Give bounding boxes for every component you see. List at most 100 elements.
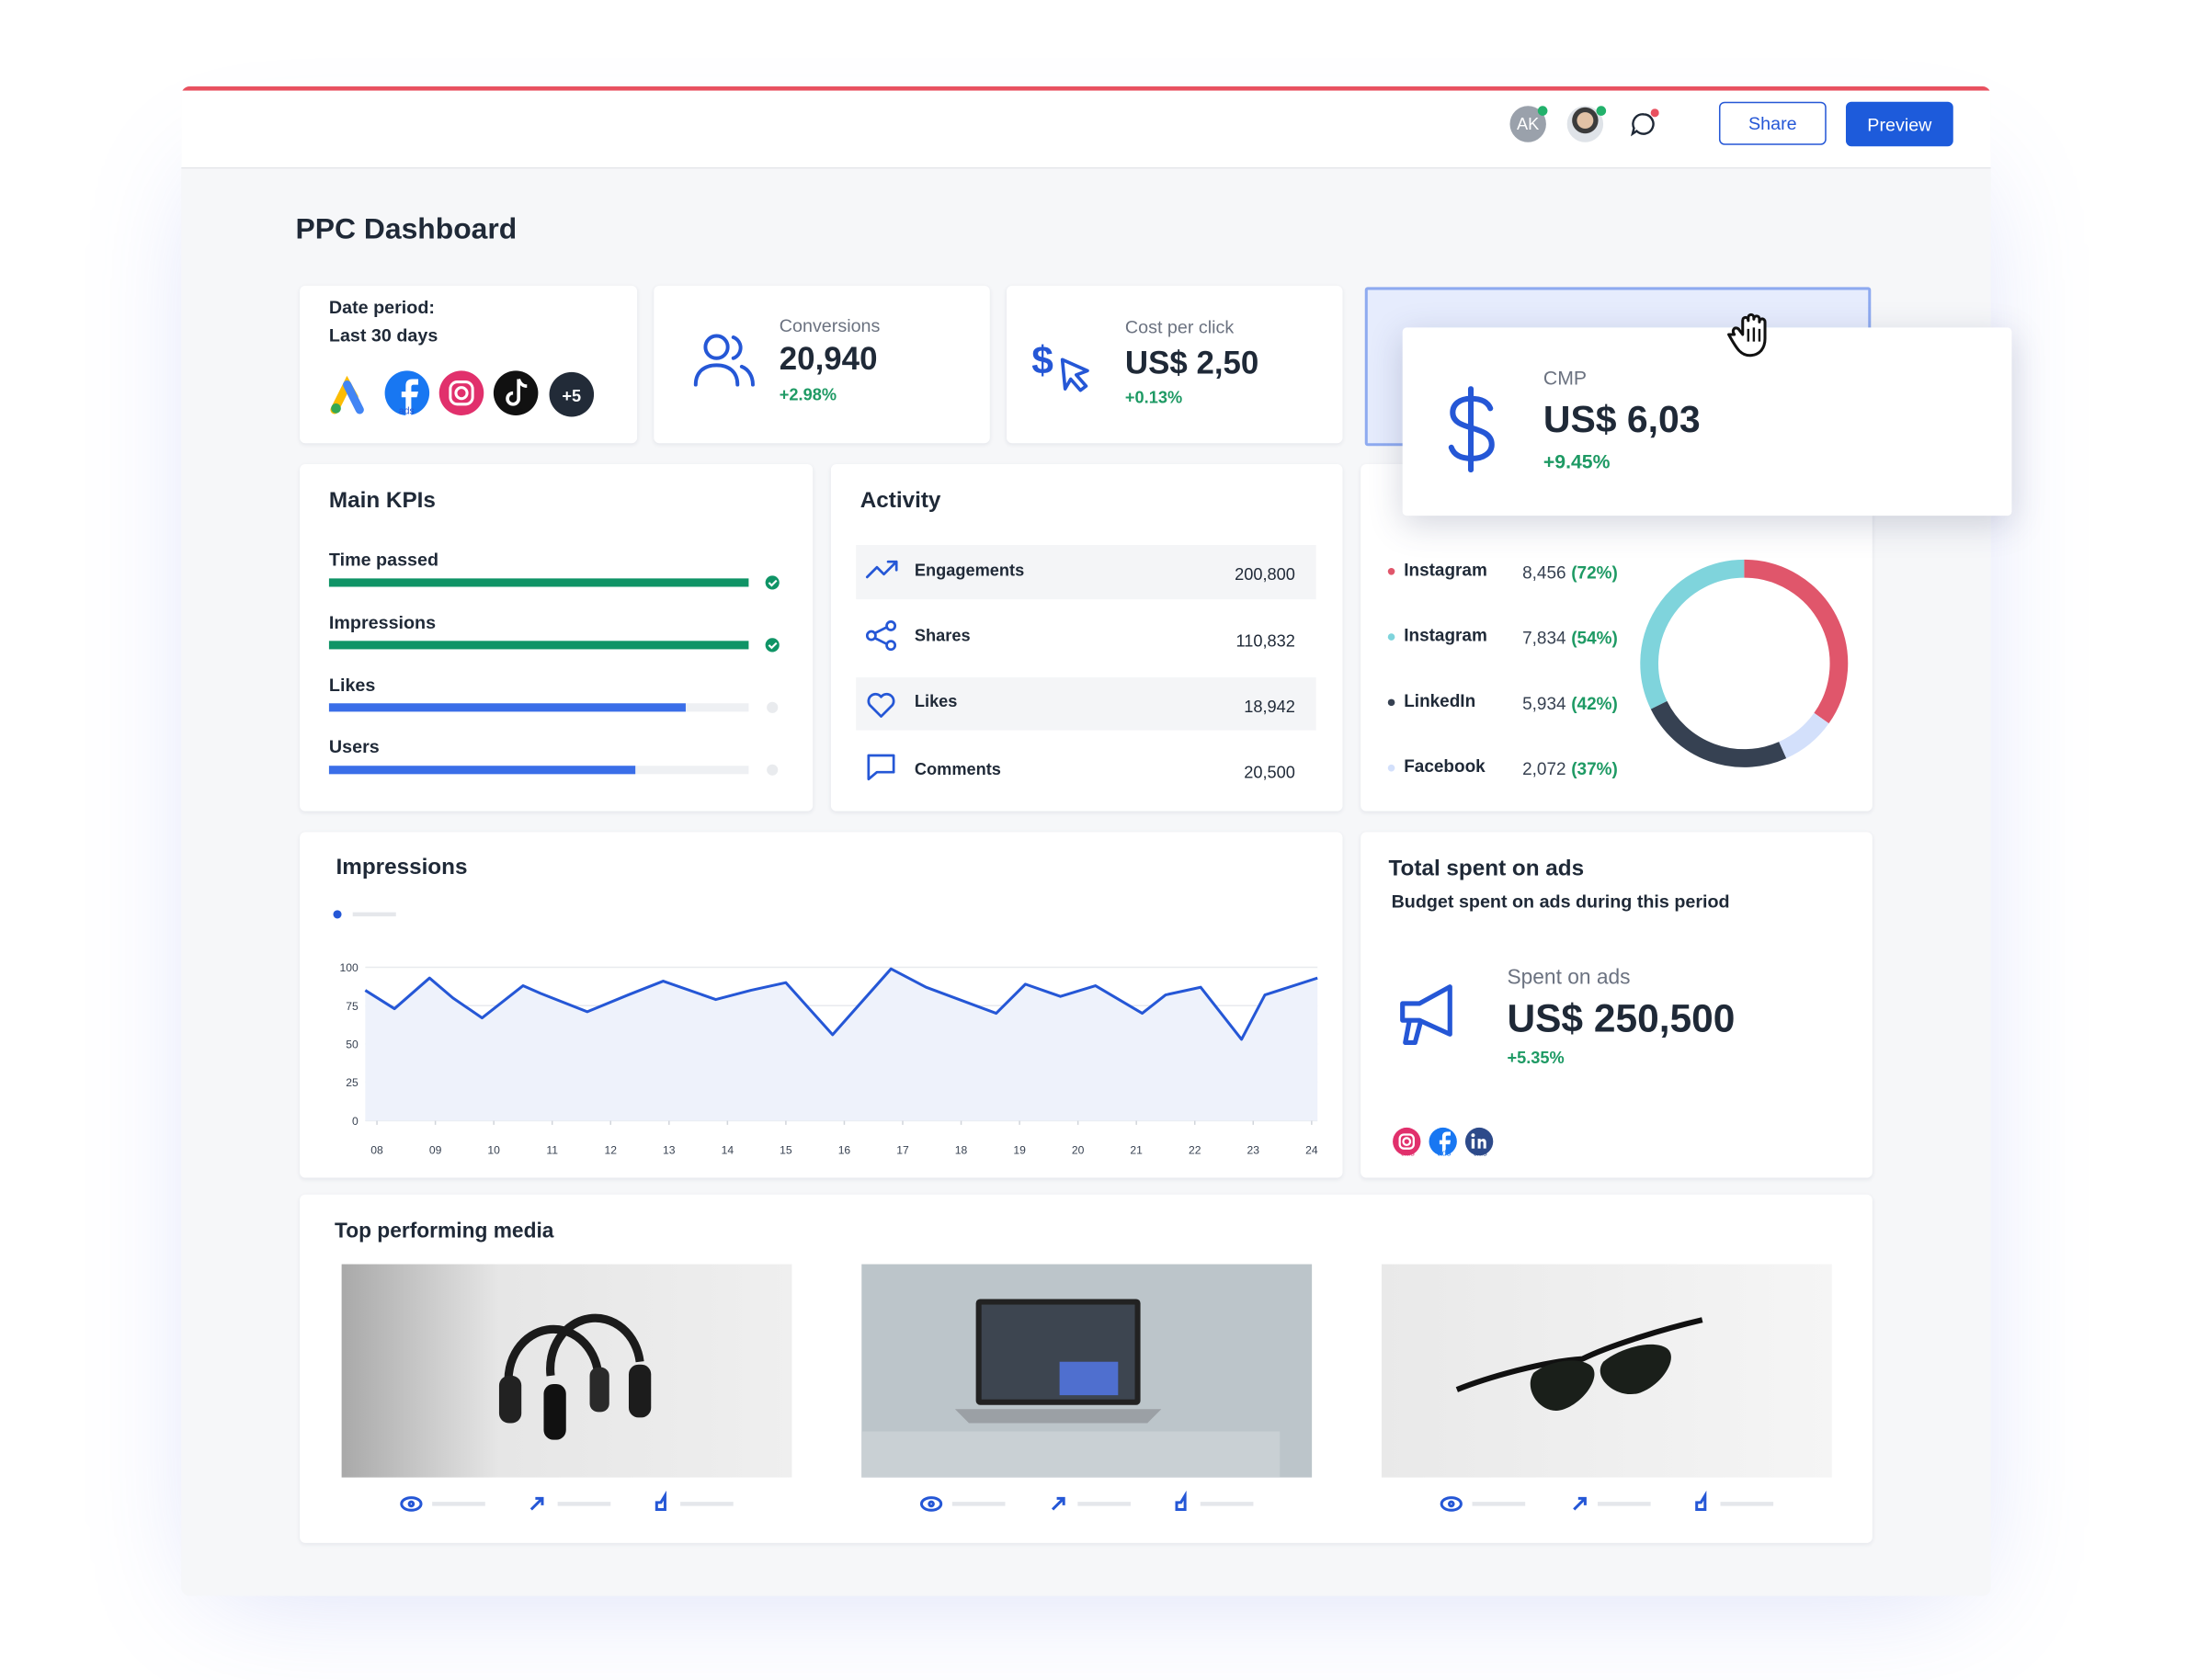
kpi-card (300, 464, 814, 812)
y-tick-label: 75 (346, 1000, 359, 1013)
activity-value: 20,500 (1244, 762, 1295, 782)
activity-label: Comments (914, 759, 1001, 779)
badge-label: ads (398, 406, 415, 417)
dollar-icon (1448, 386, 1495, 473)
y-tick-label: 100 (340, 961, 359, 974)
x-tick-label: 19 (1013, 1144, 1026, 1157)
line (364, 967, 1318, 1041)
card-title: Impressions (336, 856, 468, 880)
metric-value: US$ 6,03 (1543, 398, 1701, 441)
spent-sources (1393, 1127, 1494, 1156)
metric-label: Conversions (779, 314, 881, 336)
x-tick-label: 17 (896, 1144, 909, 1157)
more-sources[interactable]: +5 (562, 386, 582, 406)
legend-dot (1387, 764, 1395, 772)
progress-bar (328, 703, 686, 712)
preview-button[interactable]: Preview (1845, 101, 1953, 147)
card-title: Main KPIs (328, 489, 436, 514)
badge-label: ads (1437, 1150, 1452, 1159)
badge-label: ads (452, 406, 470, 417)
check-icon (765, 575, 780, 590)
donut-segment (1744, 559, 1849, 724)
channel-name: Facebook (1404, 756, 1486, 777)
source-icons (330, 370, 595, 417)
metric-label: CMP (1543, 366, 1588, 390)
activity-value: 200,800 (1235, 564, 1295, 585)
row-bg (856, 677, 1316, 731)
legend-dot (1387, 698, 1395, 707)
x-tick-label: 24 (1305, 1144, 1318, 1157)
channel-value: 5,934 (1522, 694, 1566, 714)
status-dot (1596, 106, 1607, 116)
donut-segment (1640, 559, 1745, 709)
pending-icon (767, 701, 779, 713)
x-tick-label: 15 (780, 1144, 792, 1157)
activity-label: Shares (914, 625, 971, 646)
spent-change: +5.35% (1507, 1048, 1565, 1068)
topbar (181, 86, 1991, 169)
area (365, 969, 1318, 1121)
progress-bar (328, 578, 749, 587)
y-tick-label: 0 (352, 1115, 359, 1128)
legend-dot (1387, 568, 1395, 575)
users-icon (693, 334, 755, 387)
progress-bar (328, 641, 749, 650)
metric-value: US$ 2,50 (1124, 344, 1259, 381)
activity-label: Engagements (914, 560, 1025, 580)
status-dot (1537, 106, 1548, 116)
activity-card (830, 464, 1343, 812)
dragged-card[interactable]: CMP US$ 6,03 +9.45% (1402, 327, 2012, 516)
kpi-label: Impressions (328, 611, 437, 633)
metric-value: 20,940 (779, 340, 878, 377)
spent-label: Spent on ads (1507, 966, 1631, 990)
check-icon (765, 638, 780, 653)
metric-change: +0.13% (1124, 387, 1183, 407)
media-images (341, 1264, 1832, 1512)
channel-value: 8,456 (1522, 562, 1566, 583)
date-value: Last 30 days (328, 324, 438, 346)
channel-share: (54%) (1571, 628, 1618, 649)
x-tick-label: 09 (429, 1144, 442, 1157)
kpi-label: Likes (328, 675, 376, 696)
card-title: Activity (860, 489, 941, 514)
row-bg (856, 544, 1316, 600)
kpi-label: Users (328, 735, 380, 757)
comments-button[interactable] (1628, 108, 1659, 139)
x-tick-label: 18 (955, 1144, 968, 1157)
channel-value: 7,834 (1522, 628, 1566, 649)
x-tick-label: 23 (1247, 1144, 1260, 1157)
svg-text:$: $ (1031, 340, 1053, 381)
share-button[interactable]: Share (1718, 101, 1827, 145)
check-mark (768, 641, 778, 650)
y-tick-label: 25 (346, 1076, 359, 1089)
metric-change: +2.98% (779, 384, 837, 404)
channel-share: (72%) (1571, 562, 1618, 583)
x-tick-label: 08 (370, 1144, 383, 1157)
spent-card (1361, 832, 1873, 1178)
cpc-icon: $ (1031, 340, 1089, 392)
x-tick-label: 11 (546, 1144, 558, 1157)
channel-share: (37%) (1571, 759, 1618, 779)
page-title: PPC Dashboard (295, 213, 518, 245)
kpi-label: Time passed (328, 549, 439, 571)
x-tick-label: 16 (838, 1144, 851, 1157)
activity-icons (865, 560, 898, 781)
badge-label: ads (507, 406, 524, 417)
x-tick-label: 10 (487, 1144, 500, 1157)
y-tick-label: 50 (346, 1038, 359, 1050)
donut-segment (1778, 712, 1829, 759)
activity-label: Likes (914, 691, 958, 711)
x-tick-label: 13 (663, 1144, 676, 1157)
megaphone-icon (1400, 984, 1452, 1045)
x-tick-label: 22 (1189, 1144, 1201, 1157)
legend-dot (333, 910, 342, 919)
x-tick-label: 14 (722, 1144, 734, 1157)
metric-label: Cost per click (1124, 316, 1235, 338)
activity-value: 110,832 (1235, 631, 1295, 652)
activity-value: 18,942 (1244, 697, 1295, 717)
date-card (300, 285, 638, 444)
card-title: Top performing media (334, 1220, 554, 1243)
